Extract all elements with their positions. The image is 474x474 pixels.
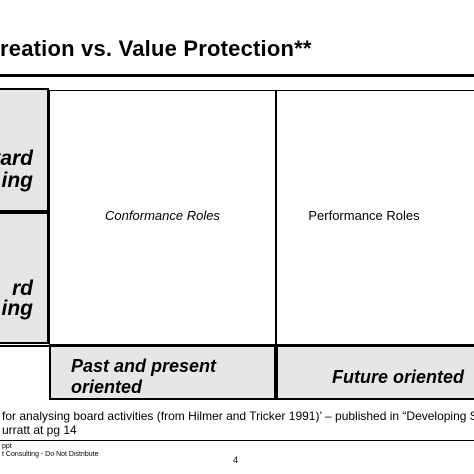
side-label-top-line2: ing (1, 169, 34, 192)
footnote-line2: urratt at pg 14 (2, 423, 77, 437)
side-label-bottom-line1: rd (12, 277, 33, 300)
conformance-cell: Conformance Roles (49, 90, 276, 345)
past-label-line1: Past and present (71, 356, 217, 376)
slide-title: reation vs. Value Protection** (0, 36, 312, 61)
footer-line2: t Consulting - Do Not Distribute (2, 451, 99, 458)
future-oriented-cell: Future oriented (276, 345, 474, 400)
past-label-line2: oriented (71, 377, 143, 397)
footer-line1: ppt (2, 443, 12, 450)
page-number: 4 (233, 455, 239, 465)
future-label: Future oriented (332, 367, 465, 387)
side-label-top-box: vard ing (0, 88, 49, 212)
conformance-label: Conformance Roles (105, 208, 220, 223)
performance-label: Performance Roles (308, 208, 420, 223)
side-label-bottom-box: rd ing (0, 212, 49, 344)
past-oriented-cell: Past and present oriented (49, 345, 276, 400)
title-divider (0, 74, 474, 77)
performance-cell: Performance Roles (276, 90, 474, 345)
bottom-left-blank (0, 345, 49, 400)
footer-divider (0, 440, 474, 441)
side-label-bottom-line2: ing (1, 297, 34, 320)
footnote-line1: for analysing board activities (from Hil… (2, 409, 474, 423)
side-label-top-line1: vard (0, 147, 33, 170)
